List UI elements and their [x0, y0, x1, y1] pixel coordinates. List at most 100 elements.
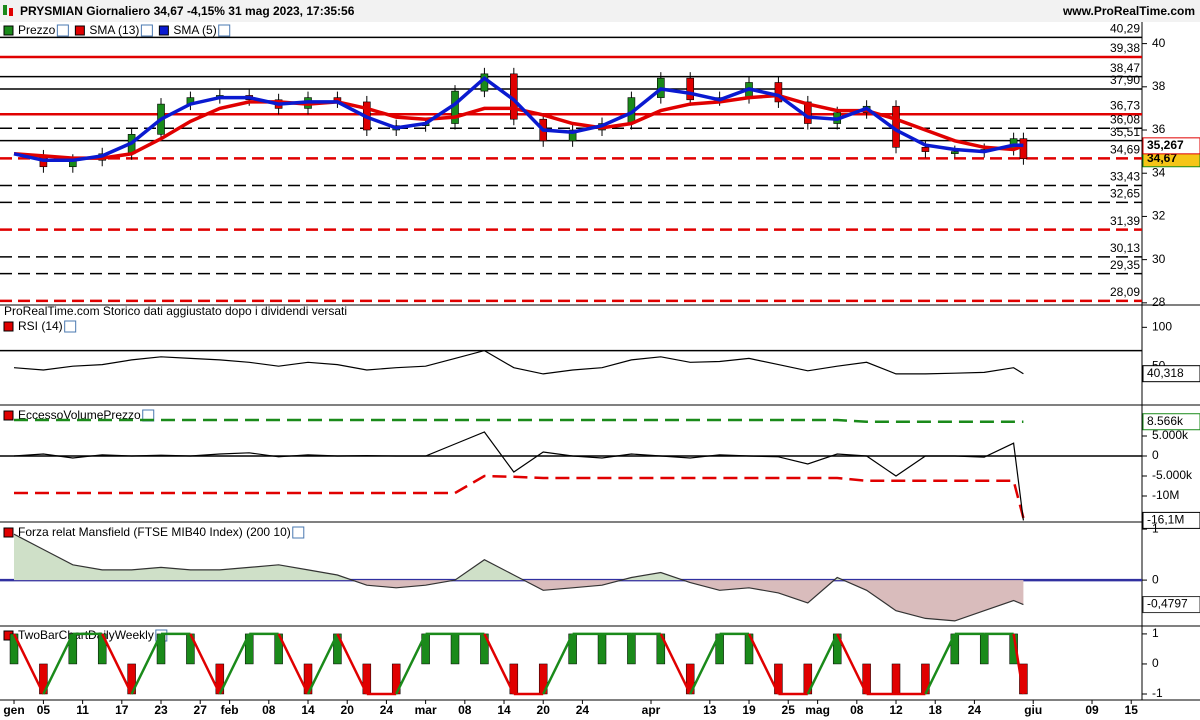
- signal-line: [747, 633, 780, 695]
- series-line: [13, 75, 1024, 163]
- last-value-box: [1142, 596, 1200, 614]
- legend-swatch: [74, 25, 85, 36]
- x-tick-label: 08: [458, 703, 472, 717]
- series-line: [14, 418, 1024, 423]
- settings-icon[interactable]: [218, 24, 231, 37]
- area-positive: [14, 534, 843, 580]
- signal-line: [483, 633, 515, 695]
- level-label: 40,29: [1110, 22, 1140, 36]
- title-bar: [0, 0, 1200, 22]
- pane-title: TwoBarChartDailyWeekly: [18, 628, 154, 642]
- y-tick-label: -1: [1152, 686, 1163, 700]
- x-tick-label: 14: [497, 703, 511, 717]
- x-tick-label: 20: [341, 703, 355, 717]
- y-tick-label: 32: [1152, 209, 1166, 223]
- pane-title: EccessoVolumePrezzo: [18, 408, 141, 422]
- x-tick-label: 27: [194, 703, 208, 717]
- signal-line: [277, 633, 310, 695]
- signal-bar: [597, 633, 607, 665]
- legend-swatch: [3, 25, 14, 36]
- pane-icon: [3, 321, 14, 332]
- y-tick-label: 30: [1152, 252, 1166, 266]
- legend-label: SMA (13): [89, 23, 139, 37]
- y-tick-label: 40: [1152, 36, 1166, 50]
- pane-icon: [3, 410, 14, 421]
- x-tick-label: 19: [742, 703, 756, 717]
- last-value-box: [1142, 511, 1200, 529]
- series-line: [13, 533, 1024, 622]
- signal-line: [542, 633, 574, 695]
- y-tick-label: 34: [1152, 165, 1166, 179]
- last-value-box: [1142, 137, 1200, 155]
- legend-label: SMA (5): [173, 23, 216, 37]
- chart-title: PRYSMIAN Giornaliero 34,67 -4,15% 31 mag…: [20, 4, 355, 18]
- signal-line: [924, 633, 956, 695]
- app-icon: [9, 8, 13, 16]
- x-tick-label: 24: [968, 703, 982, 717]
- signal-line: [218, 633, 251, 695]
- y-tick-label: 0: [1152, 656, 1159, 670]
- signal-bar: [979, 633, 989, 665]
- x-tick-label: 14: [301, 703, 315, 717]
- candle: [951, 151, 959, 154]
- x-tick-label: 23: [154, 703, 168, 717]
- settings-icon[interactable]: [64, 320, 77, 333]
- x-tick-label: 17: [115, 703, 129, 717]
- pane-title: Forza relat Mansfield (FTSE MIB40 Index)…: [18, 525, 291, 539]
- site: www.ProRealTime.com: [1062, 4, 1195, 18]
- x-tick-label: 09: [1085, 703, 1099, 717]
- signal-line: [836, 633, 868, 695]
- last-value-label: 35,267: [1147, 138, 1184, 152]
- y-tick-label: -5.000k: [1152, 468, 1193, 482]
- x-tick-label: feb: [221, 703, 239, 717]
- level-label: 32,65: [1110, 187, 1140, 201]
- x-tick-label: 24: [380, 703, 394, 717]
- candle: [686, 77, 695, 101]
- series-line: [13, 349, 1024, 375]
- settings-icon[interactable]: [292, 526, 305, 539]
- y-tick-label: 1: [1152, 521, 1159, 535]
- y-tick-label: 36: [1152, 122, 1166, 136]
- signal-line: [42, 633, 74, 695]
- signal-line: [395, 633, 427, 695]
- level-label: 35,51: [1110, 125, 1140, 139]
- candle: [921, 146, 930, 152]
- last-value-box: [1142, 413, 1200, 431]
- pane-title: RSI (14): [18, 319, 63, 333]
- settings-icon[interactable]: [140, 24, 153, 37]
- y-tick-label: 5.000k: [1152, 428, 1189, 442]
- settings-icon[interactable]: [56, 24, 69, 37]
- signal-line: [689, 633, 721, 695]
- x-tick-label: 12: [889, 703, 903, 717]
- level-label: 33,43: [1110, 170, 1140, 184]
- signal-bar: [891, 663, 901, 695]
- y-tick-label: 0: [1152, 448, 1159, 462]
- last-value-label: -16,1M: [1147, 513, 1184, 527]
- legend-swatch: [158, 25, 169, 36]
- candle: [774, 82, 783, 103]
- x-tick-label: 08: [262, 703, 276, 717]
- level-label: 36,73: [1110, 98, 1140, 112]
- signal-bar: [450, 633, 460, 665]
- footnote: ProRealTime.com Storico dati aggiustato …: [4, 304, 347, 318]
- signal-line: [336, 633, 368, 695]
- last-value-box: [1142, 365, 1200, 383]
- x-tick-label: 05: [37, 703, 51, 717]
- y-tick-label: 1: [1152, 626, 1159, 640]
- area-negative: [14, 580, 1024, 621]
- pane-icon: [3, 527, 14, 538]
- x-tick-label: apr: [642, 703, 661, 717]
- y-tick-label: 100: [1152, 319, 1172, 333]
- level-label: 36,08: [1110, 112, 1140, 126]
- signal-line: [12, 633, 45, 695]
- y-tick-label: 0: [1152, 572, 1159, 586]
- x-tick-label: gen: [3, 703, 24, 717]
- signal-line: [806, 633, 839, 695]
- level-label: 31,39: [1110, 214, 1140, 228]
- signal-line: [130, 633, 163, 695]
- x-tick-label: 25: [782, 703, 796, 717]
- y-tick-label: -10M: [1152, 488, 1179, 502]
- candle: [1019, 138, 1028, 160]
